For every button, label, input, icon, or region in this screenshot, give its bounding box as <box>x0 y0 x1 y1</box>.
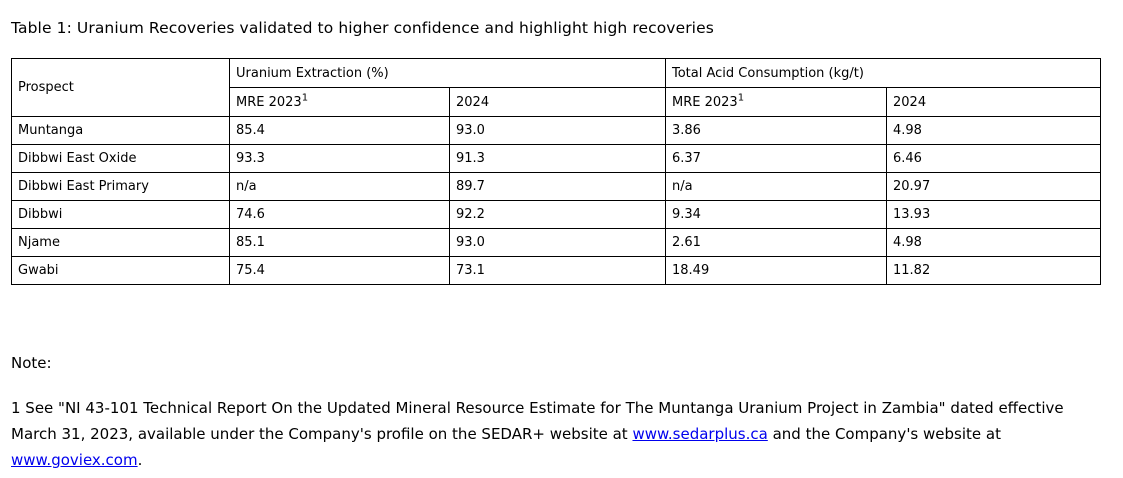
note-heading: Note: <box>11 354 52 372</box>
extraction-mre2023-cell: 85.1 <box>229 228 450 257</box>
extraction-2024-cell: 93.0 <box>449 116 666 145</box>
table-row-njame: Njame 85.1 93.0 2.61 4.98 <box>11 228 1101 257</box>
prospect-cell: Njame <box>11 228 230 257</box>
extraction-2024-cell: 89.7 <box>449 172 666 201</box>
mre-2023-label: MRE 2023 <box>236 94 302 110</box>
table-row-dibbwi-east-primary: Dibbwi East Primary n/a 89.7 n/a 20.97 <box>11 172 1101 201</box>
uranium-recoveries-table: Prospect Uranium Extraction (%) Total Ac… <box>11 58 1101 285</box>
acid-mre2023-cell: 6.37 <box>665 144 887 173</box>
prospect-cell: Dibbwi <box>11 200 230 229</box>
sub-header-extraction-mre2023: MRE 20231 <box>229 87 450 117</box>
table-row-gwabi: Gwabi 75.4 73.1 18.49 11.82 <box>11 256 1101 285</box>
acid-mre2023-cell: 2.61 <box>665 228 887 257</box>
footnote-paragraph: 1 See "NI 43-101 Technical Report On the… <box>11 395 1106 473</box>
table-row-dibbwi-east-oxide: Dibbwi East Oxide 93.3 91.3 6.37 6.46 <box>11 144 1101 173</box>
prospect-cell: Gwabi <box>11 256 230 285</box>
extraction-2024-cell: 73.1 <box>449 256 666 285</box>
acid-mre2023-cell: 9.34 <box>665 200 887 229</box>
col-header-prospect: Prospect <box>11 58 230 117</box>
prospect-cell: Dibbwi East Oxide <box>11 144 230 173</box>
group-header-uranium-extraction: Uranium Extraction (%) <box>229 58 666 88</box>
table-row-dibbwi: Dibbwi 74.6 92.2 9.34 13.93 <box>11 200 1101 229</box>
footnote-text-part3: . <box>137 451 143 469</box>
prospect-cell: Muntanga <box>11 116 230 145</box>
acid-2024-cell: 4.98 <box>886 228 1101 257</box>
acid-mre2023-cell: 3.86 <box>665 116 887 145</box>
sub-header-extraction-2024: 2024 <box>449 87 666 117</box>
mre-2023-label: MRE 2023 <box>672 94 738 110</box>
sub-header-row: MRE 20231 2024 MRE 20231 2024 <box>12 87 1101 117</box>
sedarplus-link[interactable]: www.sedarplus.ca <box>632 425 768 443</box>
acid-2024-cell: 20.97 <box>886 172 1101 201</box>
goviex-link[interactable]: www.goviex.com <box>11 451 138 469</box>
table-row-muntanga: Muntanga 85.4 93.0 3.86 4.98 <box>11 116 1101 145</box>
prospect-cell: Dibbwi East Primary <box>11 172 230 201</box>
extraction-2024-cell: 93.0 <box>449 228 666 257</box>
acid-2024-cell: 4.98 <box>886 116 1101 145</box>
extraction-2024-cell: 91.3 <box>449 144 666 173</box>
table-title: Table 1: Uranium Recoveries validated to… <box>11 19 714 37</box>
group-header-acid-consumption: Total Acid Consumption (kg/t) <box>665 58 1101 88</box>
extraction-mre2023-cell: 75.4 <box>229 256 450 285</box>
group-header-row: Prospect Uranium Extraction (%) Total Ac… <box>11 58 1101 117</box>
acid-2024-cell: 13.93 <box>886 200 1101 229</box>
acid-mre2023-cell: 18.49 <box>665 256 887 285</box>
footnote-text-part2: and the Company's website at <box>767 425 1001 443</box>
footnote-marker: 1 <box>737 92 745 104</box>
sub-header-acid-mre2023: MRE 20231 <box>665 87 887 117</box>
sub-header-acid-2024: 2024 <box>886 87 1101 117</box>
acid-2024-cell: 11.82 <box>886 256 1101 285</box>
footnote-text-part1: 1 See "NI 43-101 Technical Report On the… <box>11 399 1064 443</box>
extraction-mre2023-cell: 85.4 <box>229 116 450 145</box>
extraction-2024-cell: 92.2 <box>449 200 666 229</box>
footnote-marker: 1 <box>301 92 309 104</box>
acid-mre2023-cell: n/a <box>665 172 887 201</box>
extraction-mre2023-cell: 93.3 <box>229 144 450 173</box>
extraction-mre2023-cell: n/a <box>229 172 450 201</box>
extraction-mre2023-cell: 74.6 <box>229 200 450 229</box>
acid-2024-cell: 6.46 <box>886 144 1101 173</box>
